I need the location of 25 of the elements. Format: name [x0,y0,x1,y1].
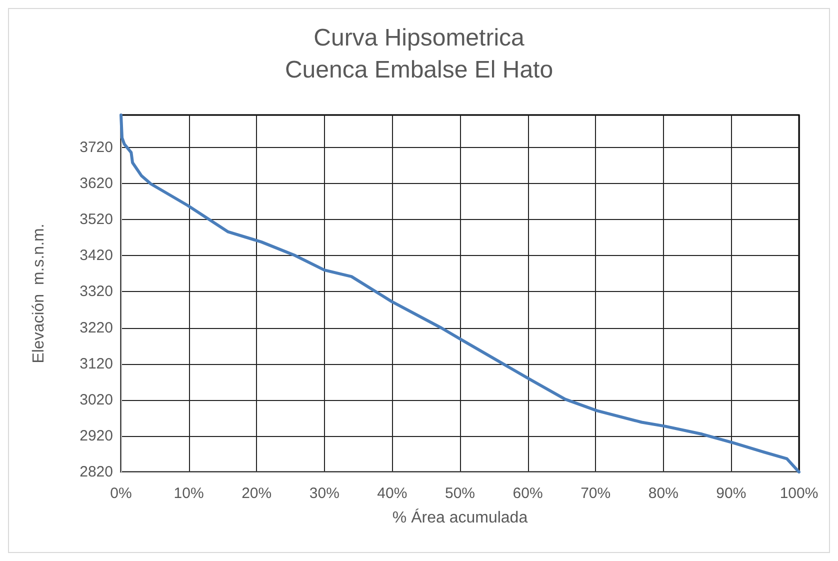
y-tick-label: 3320 [80,283,113,300]
chart-title: Curva Hipsometrica Cuenca Embalse El Hato [284,24,554,84]
y-tick-label: 3120 [80,355,113,372]
x-tick-label: 20% [242,485,272,502]
x-tick-label: 30% [309,485,340,502]
y-axis-title: Elevación m.s.n.m. [30,224,48,364]
x-tick-label: 70% [580,485,611,502]
x-tick-label: 100% [780,485,818,502]
x-tick-label: 50% [444,485,476,502]
y-tick-label: 2920 [80,427,113,444]
y-tick-label: 3020 [80,391,113,408]
y-tick-label: 3720 [80,138,113,156]
y-tick-label: 2820 [80,464,113,480]
x-tick-label: 10% [174,485,204,502]
x-tick-label: 60% [512,485,543,502]
line-series [120,114,800,474]
y-tick-label: 3520 [80,211,113,228]
y-tick-label: 3620 [80,175,113,192]
x-tick-label: 90% [716,485,746,502]
y-tick-label: 3420 [80,247,113,264]
x-axis-title: % Área acumulada [392,508,528,526]
x-tick-label: 40% [377,485,408,502]
x-tick-label: 80% [648,485,678,502]
x-tick-label: 0% [110,485,132,502]
y-tick-label: 3220 [80,319,113,336]
